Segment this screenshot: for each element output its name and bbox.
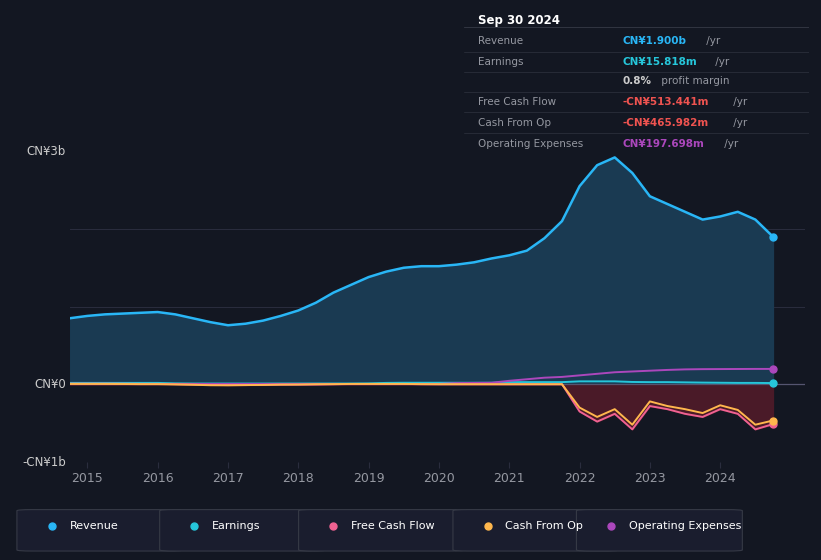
Text: Cash From Op: Cash From Op xyxy=(478,118,551,128)
FancyBboxPatch shape xyxy=(299,510,465,551)
Text: Earnings: Earnings xyxy=(212,521,260,531)
Text: 0.8%: 0.8% xyxy=(622,76,652,86)
Text: Operating Expenses: Operating Expenses xyxy=(478,139,583,148)
Text: /yr: /yr xyxy=(721,139,738,148)
Text: CN¥197.698m: CN¥197.698m xyxy=(622,139,704,148)
FancyBboxPatch shape xyxy=(160,510,326,551)
Text: /yr: /yr xyxy=(703,36,720,46)
Text: Earnings: Earnings xyxy=(478,57,523,67)
Text: -CN¥513.441m: -CN¥513.441m xyxy=(622,97,709,107)
Text: Revenue: Revenue xyxy=(70,521,118,531)
Text: -CN¥1b: -CN¥1b xyxy=(22,455,67,469)
Text: profit margin: profit margin xyxy=(658,76,730,86)
Text: CN¥1.900b: CN¥1.900b xyxy=(622,36,686,46)
Text: Free Cash Flow: Free Cash Flow xyxy=(478,97,556,107)
Text: CN¥0: CN¥0 xyxy=(34,378,67,391)
Text: /yr: /yr xyxy=(730,118,747,128)
Text: /yr: /yr xyxy=(730,97,747,107)
Text: CN¥15.818m: CN¥15.818m xyxy=(622,57,697,67)
FancyBboxPatch shape xyxy=(17,510,183,551)
Text: Operating Expenses: Operating Expenses xyxy=(629,521,741,531)
Text: Cash From Op: Cash From Op xyxy=(506,521,583,531)
FancyBboxPatch shape xyxy=(576,510,742,551)
Text: Sep 30 2024: Sep 30 2024 xyxy=(478,14,560,27)
Text: CN¥3b: CN¥3b xyxy=(27,144,67,158)
Text: Revenue: Revenue xyxy=(478,36,523,46)
Text: -CN¥465.982m: -CN¥465.982m xyxy=(622,118,709,128)
FancyBboxPatch shape xyxy=(453,510,619,551)
Text: Free Cash Flow: Free Cash Flow xyxy=(351,521,434,531)
Text: /yr: /yr xyxy=(712,57,729,67)
